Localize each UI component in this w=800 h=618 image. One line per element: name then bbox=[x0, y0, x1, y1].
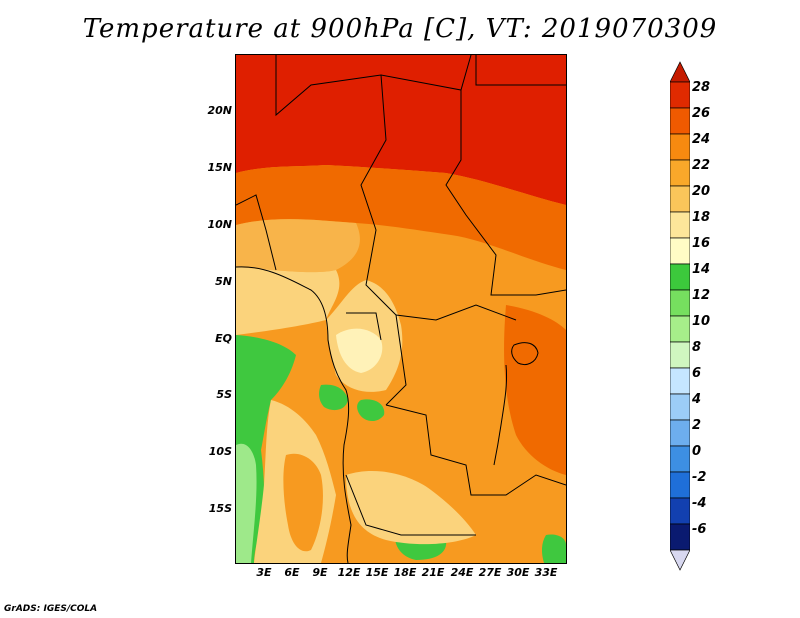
colorbar-segment bbox=[670, 393, 690, 421]
south-yellow bbox=[346, 470, 476, 545]
lon-label-12e: 12E bbox=[337, 566, 361, 579]
colorbar-label-neg4: -4 bbox=[692, 496, 707, 511]
colorbar-segment bbox=[670, 263, 690, 291]
credit-text: GrADS: IGES/COLA bbox=[4, 604, 98, 614]
warm-band bbox=[236, 165, 566, 270]
colorbar-label-24: 24 bbox=[692, 132, 711, 147]
central-pale-core bbox=[336, 328, 383, 373]
colorbar-segment bbox=[670, 211, 690, 239]
green-patch-2 bbox=[357, 399, 385, 421]
colorbar-segment bbox=[670, 315, 690, 343]
colorbar-label-20: 20 bbox=[692, 184, 711, 199]
east-warm bbox=[504, 305, 566, 475]
colorbar-segment bbox=[670, 523, 690, 551]
green-patch-4 bbox=[541, 534, 566, 563]
lat-label-10n: 10N bbox=[207, 218, 232, 231]
colorbar-segment bbox=[670, 107, 690, 135]
colorbar-label-16: 16 bbox=[692, 236, 711, 251]
temperature-map bbox=[235, 54, 567, 564]
lake-victoria bbox=[511, 342, 539, 366]
colorbar-bottom-arrow bbox=[670, 549, 690, 571]
lon-label-15e: 15E bbox=[365, 566, 389, 579]
colorbar-segment bbox=[670, 237, 690, 265]
colorbar-segment bbox=[670, 289, 690, 317]
colorbar-segment bbox=[670, 185, 690, 213]
west-orange bbox=[236, 219, 360, 273]
lat-label-15n: 15N bbox=[207, 161, 232, 174]
colorbar-segment bbox=[670, 341, 690, 369]
colorbar-segment bbox=[670, 497, 690, 525]
colorbar-label-10: 10 bbox=[692, 314, 711, 329]
colorbar-label-0: 0 bbox=[692, 444, 702, 459]
colorbar-label-28: 28 bbox=[692, 80, 711, 95]
lat-label-10s: 10S bbox=[208, 445, 232, 458]
colorbar-label-26: 26 bbox=[692, 106, 711, 121]
colorbar-label-neg2: -2 bbox=[692, 470, 707, 485]
lon-label-30e: 30E bbox=[506, 566, 530, 579]
map-title: Temperature at 900hPa [C], VT: 201907030… bbox=[82, 14, 718, 44]
lon-label-6e: 6E bbox=[284, 566, 300, 579]
colorbar-segment bbox=[670, 419, 690, 447]
colorbar-segment bbox=[670, 471, 690, 499]
hot-zone-north bbox=[236, 55, 566, 205]
green-patch-1 bbox=[319, 384, 348, 411]
colorbar-label-12: 12 bbox=[692, 288, 711, 303]
colorbar-top-arrow bbox=[670, 61, 690, 83]
colorbar-segment bbox=[670, 133, 690, 161]
colorbar-segment bbox=[670, 367, 690, 395]
colorbar-label-8: 8 bbox=[692, 340, 702, 355]
lon-label-3e: 3E bbox=[256, 566, 272, 579]
lat-label-5n: 5N bbox=[215, 275, 232, 288]
lat-label-15s: 15S bbox=[208, 502, 232, 515]
lon-label-21e: 21E bbox=[421, 566, 445, 579]
lat-label-eq: EQ bbox=[215, 332, 232, 345]
colorbar-label-18: 18 bbox=[692, 210, 711, 225]
colorbar-segment bbox=[670, 81, 690, 109]
west-light-green bbox=[236, 443, 257, 563]
colorbar-label-4: 4 bbox=[692, 392, 702, 407]
colorbar-label-2: 2 bbox=[692, 418, 702, 433]
colorbar-label-6: 6 bbox=[692, 366, 702, 381]
coastline bbox=[236, 266, 352, 563]
country-borders bbox=[236, 55, 566, 536]
lon-label-18e: 18E bbox=[393, 566, 417, 579]
colorbar-label-22: 22 bbox=[692, 158, 711, 173]
colorbar-label-neg6: -6 bbox=[692, 522, 707, 537]
lon-label-33e: 33E bbox=[534, 566, 558, 579]
lon-label-27e: 27E bbox=[478, 566, 502, 579]
colorbar-segment bbox=[670, 159, 690, 187]
lon-label-24e: 24E bbox=[450, 566, 474, 579]
colorbar-segment bbox=[670, 445, 690, 473]
colorbar-label-14: 14 bbox=[692, 262, 711, 277]
lon-label-9e: 9E bbox=[312, 566, 328, 579]
colorbar bbox=[670, 61, 690, 571]
southwest-orange bbox=[283, 453, 323, 552]
lat-label-5s: 5S bbox=[216, 388, 232, 401]
coast-yellow bbox=[236, 267, 340, 335]
lat-label-20n: 20N bbox=[207, 104, 232, 117]
lake-tanganyika bbox=[493, 364, 507, 466]
